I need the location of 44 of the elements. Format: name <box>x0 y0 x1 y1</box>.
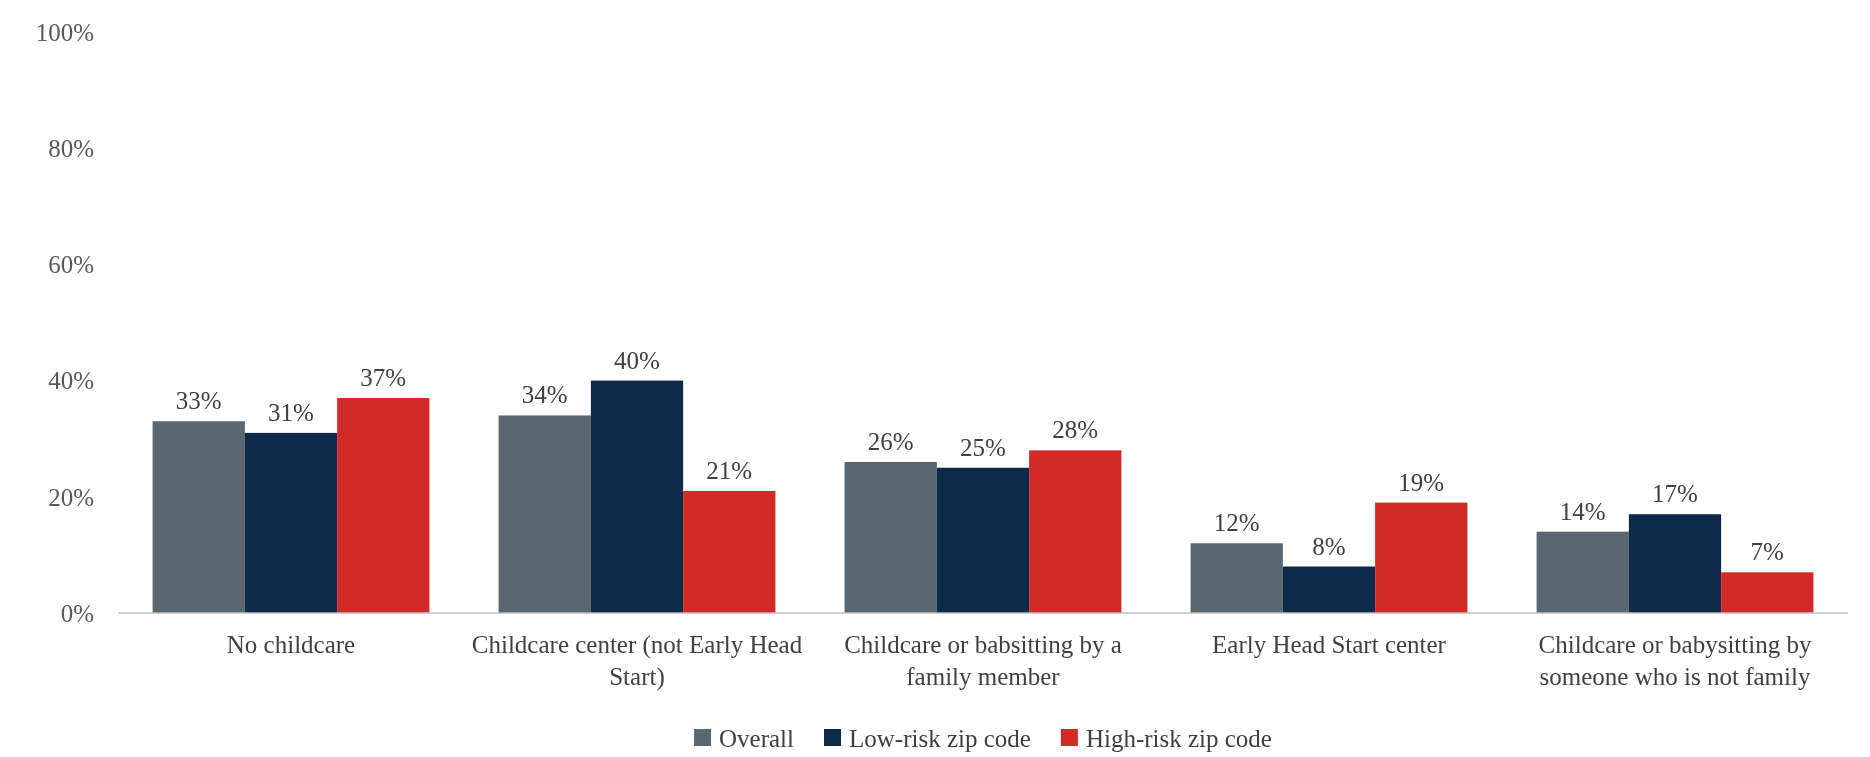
text: 14% <box>1559 497 1606 525</box>
y-tick-label: 80% <box>48 134 94 162</box>
x-tick-label: Early Head Start center <box>1212 631 1447 658</box>
legend-label: High-risk zip code <box>1085 724 1272 752</box>
bar <box>590 380 684 613</box>
y-tick-label: 100% <box>35 18 94 46</box>
bar <box>1282 566 1376 613</box>
bar <box>1536 531 1629 613</box>
y-tick-label: 0% <box>60 599 94 627</box>
bar <box>152 421 245 613</box>
legend-label: Low-risk zip code <box>849 724 1031 752</box>
bar <box>1190 543 1283 613</box>
bar <box>1029 450 1122 613</box>
bar <box>1721 572 1814 613</box>
x-tick-label: No childcare <box>226 631 356 658</box>
text: 12% <box>1213 509 1260 537</box>
text: 19% <box>1398 468 1445 496</box>
bar <box>936 467 1030 613</box>
text: 28% <box>1052 416 1099 444</box>
legend-label: Overall <box>719 724 795 752</box>
bar <box>337 398 430 613</box>
y-tick-label: 60% <box>48 251 94 279</box>
x-tick-label: Childcare center (not Early Head Start) <box>471 631 803 691</box>
text: 31% <box>268 398 314 426</box>
text: 34% <box>521 381 568 409</box>
bar <box>498 415 591 613</box>
y-tick-label: 20% <box>48 483 94 511</box>
x-tick-label: Childcare or babysitting by someone who is not family <box>1538 631 1812 690</box>
text: 7% <box>1750 538 1784 566</box>
x-tick-label: Childcare or babsitting by a family member <box>844 631 1122 690</box>
text: 26% <box>867 427 914 455</box>
text: 21% <box>706 456 753 484</box>
text: 25% <box>960 433 1006 461</box>
text: 8% <box>1312 532 1346 560</box>
bar <box>844 461 937 613</box>
text: 40% <box>614 346 660 374</box>
text: 17% <box>1652 480 1698 508</box>
text: 37% <box>360 364 407 392</box>
y-tick-label: 40% <box>48 367 94 395</box>
bar <box>1628 514 1722 613</box>
bar <box>244 432 338 613</box>
bar <box>683 490 776 613</box>
bar <box>1375 502 1468 613</box>
text: 33% <box>175 387 222 415</box>
